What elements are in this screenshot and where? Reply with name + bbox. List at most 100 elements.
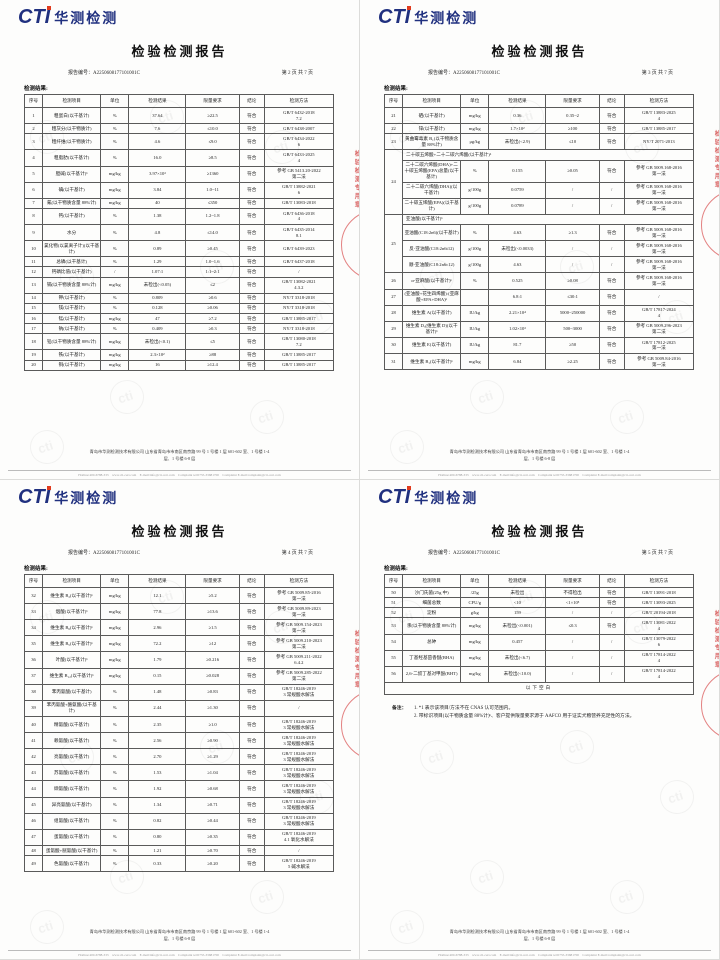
row-number-cell: 52 (383, 607, 404, 619)
method-cell: GB/T 13885-2017 (263, 359, 335, 371)
item-cell: 丁基羟基茴香醚(BHA) (402, 649, 462, 667)
row-number-cell: 4 (23, 149, 44, 167)
limit-cell: ≥0.90 (185, 732, 240, 750)
lab-address: 青岛市华测检测技术有限公司 山东省青岛市市南区南京路 99 号 1 号楼 1 层… (0, 449, 359, 462)
method-cell: GB/T 18246-2019 3 常规酸水解法 (263, 732, 335, 750)
unit-cell: mg/kg (100, 359, 130, 371)
lab-address-line1: 青岛市华测检测技术有限公司 山东省青岛市市南区南京路 99 号 1 号楼 1 层… (89, 449, 270, 455)
report-page-3: CTI 华测检测 检验检测报告 报告编号：A2250608177101001C 第 3 … (360, 0, 719, 479)
column-header: 结论 (238, 94, 265, 108)
item-cell: 沙门氏菌(25g 中) (402, 586, 462, 599)
contact-footer-line: Hotline:400-6788-333 www.cti-cert.com E-… (8, 950, 351, 957)
column-header: 检测结果 (128, 574, 187, 588)
result-cell: 4.63 (488, 224, 547, 242)
column-header: 检测结果 (488, 574, 547, 588)
contact-footer-line: Hotline:400-6788-333 www.cti-cert.com E-… (8, 470, 351, 477)
report-meta-row: 报告编号：A2250608177101001C 第 2 页 共 7 页 (24, 69, 335, 76)
row-number-cell: 21 (383, 106, 404, 125)
table-row: 40 精氨酸(以干基计)% 2.35 ≥1.0 符合 GB/T 18246-2019 3 … (23, 715, 335, 734)
limit-cell: ≥0.05 (545, 159, 600, 183)
method-cell: 参考 GB 5009.89-2023 第一法 (263, 603, 335, 621)
seal-stamp-text-icon: 检验检测专用章 (353, 630, 359, 690)
page-number: 第 2 页 共 7 页 (281, 71, 313, 76)
item-cell: 精氨酸(以干基计) (42, 715, 102, 734)
method-cell: NY/T 3318-2018 (263, 323, 335, 335)
limit-cell: ≥50 (545, 336, 600, 355)
item-cell: 维生素 B₆(以干基计)ᵇ (42, 619, 102, 637)
item-cell: 铅(以干物质含量 88%计) (42, 333, 102, 351)
item-cell: 反-亚油酸(C18:2n6t12) (402, 240, 462, 258)
row-number-cell: 19 (23, 349, 44, 361)
limit-cell: ≥0.68 (185, 780, 240, 798)
row-number-cell: 56 (383, 665, 404, 683)
cti-logo-red-dot-icon (47, 6, 52, 10)
limit-cell: ≥1.3 (545, 224, 600, 242)
limit-cell: ≤0.3 (545, 617, 600, 635)
row-number-cell: 50 (383, 586, 404, 599)
page-body: CTI 华测检测 检验检测报告 报告编号：A2250608177101001C 第 2 … (0, 0, 359, 479)
verdict-cell: 符合 (238, 780, 265, 798)
table-row: 29 维生素 D₃(维生素 D)(以干基计)ᵇ IU/kg 1.02×10³ 500~3… (383, 320, 695, 338)
method-cell: / (263, 699, 335, 717)
result-cell: 7.6 (128, 123, 187, 135)
row-number-cell: 20 (23, 359, 44, 371)
method-cell: GB/T 13093-2025 (623, 597, 695, 609)
unit-cell: mg/kg (100, 651, 130, 669)
row-number-cell: 37 (23, 667, 44, 685)
unit-cell: % (100, 715, 130, 734)
limit-cell: ≥0.3 (185, 323, 240, 335)
report-number: 报告编号：A2250608177101001C (68, 69, 140, 76)
contact-footer-line: Hotline:400-6788-333 www.cti-cert.com E-… (368, 950, 711, 957)
verdict-cell: 符合 (598, 272, 625, 290)
unit-cell: % (460, 159, 490, 183)
item-cell: 维生素 B₂(以干基计)ᵇ (42, 586, 102, 605)
results-table: 序号 检测项目 单位 检测结果 限量要求 结论 检测方法 50 沙门氏菌(25g 中)/25g 未… (383, 574, 695, 695)
cti-watermark-icon (415, 735, 459, 779)
verdict-cell: 符合 (238, 181, 265, 199)
method-cell: GB/T 17814-2022 4 (623, 665, 695, 683)
column-header: 限量要求 (185, 574, 240, 588)
seal-stamp-fragment-icon (701, 670, 719, 740)
result-cell: 未检出(<2.9) (488, 133, 547, 151)
results-section-label: 检测结果: (384, 566, 408, 572)
item-cell: 烟酸(以干基计)ᵇ (42, 603, 102, 621)
column-header: 单位 (460, 94, 490, 108)
item-cell: 硒(以干基计) (402, 106, 462, 125)
limit-cell: ≤10.0 (185, 123, 240, 135)
result-cell: <10 (488, 597, 547, 609)
limit-cell: ≥0.6 (185, 292, 240, 304)
limit-cell: ≥5.2 (185, 586, 240, 605)
verdict-cell: 符合 (238, 699, 265, 717)
row-number-cell: 15 (23, 302, 44, 315)
verdict-cell: 符合 (238, 149, 265, 167)
unit-cell: % (460, 224, 490, 242)
result-cell: 2.56 (128, 732, 187, 750)
limit-cell: ≥0.20 (185, 855, 240, 873)
result-cell: 0.15 (128, 667, 187, 685)
method-cell: GB/T 13883-2025 4 (623, 106, 695, 125)
unit-cell: mg/kg (100, 349, 130, 361)
table-row: 7 氟(以干物质含量 88%计) mg/kg 40 ≤350 符合 GB/T 13083-2… (23, 197, 335, 209)
header-row: CTI 华测检测 (378, 5, 695, 35)
limit-cell: / (545, 240, 600, 258)
verdict-cell: 符合 (598, 336, 625, 355)
result-cell: 0.0759 (488, 181, 547, 199)
item-cell: 顺-亚油酸(C18:2n6c12) (402, 256, 462, 274)
verdict-cell: 符合 (238, 292, 265, 304)
row-number-cell: 51 (383, 597, 404, 609)
table-row: 17 钠(以干基计)% 0.409 ≥0.3 符合 NY/T 3318-2018 (23, 323, 335, 335)
item-cell: 钙(以干基计) (42, 207, 102, 226)
table-row: 22 锌(以干基计) mg/kg 1.7×10² ≥100 符合 GB/T 13885-20… (383, 123, 695, 135)
method-cell: GB/T 13885-2017 (263, 313, 335, 325)
result-cell: 0.89 (128, 240, 187, 258)
row-number-cell: 35 (23, 635, 44, 653)
table-row: 5 胆碱(以干基计)ᵇ mg/kg 3.97×10³ ≥1360 符合 参考 GB 5413… (23, 165, 335, 183)
row-number-cell: 8 (23, 207, 44, 226)
unit-cell: % (100, 844, 130, 857)
row-number-cell: 1 (23, 106, 44, 125)
unit-cell: IU/kg (460, 320, 490, 338)
cti-logo-chinese: 华测检测 (414, 490, 479, 506)
verdict-cell: 符合 (598, 123, 625, 135)
table-row: 51 细菌总数 CFU/g <10 <1×10⁵ 符合 GB/T 13093-2025 (383, 597, 695, 609)
item-cell: 钾(以干基计) (42, 292, 102, 304)
